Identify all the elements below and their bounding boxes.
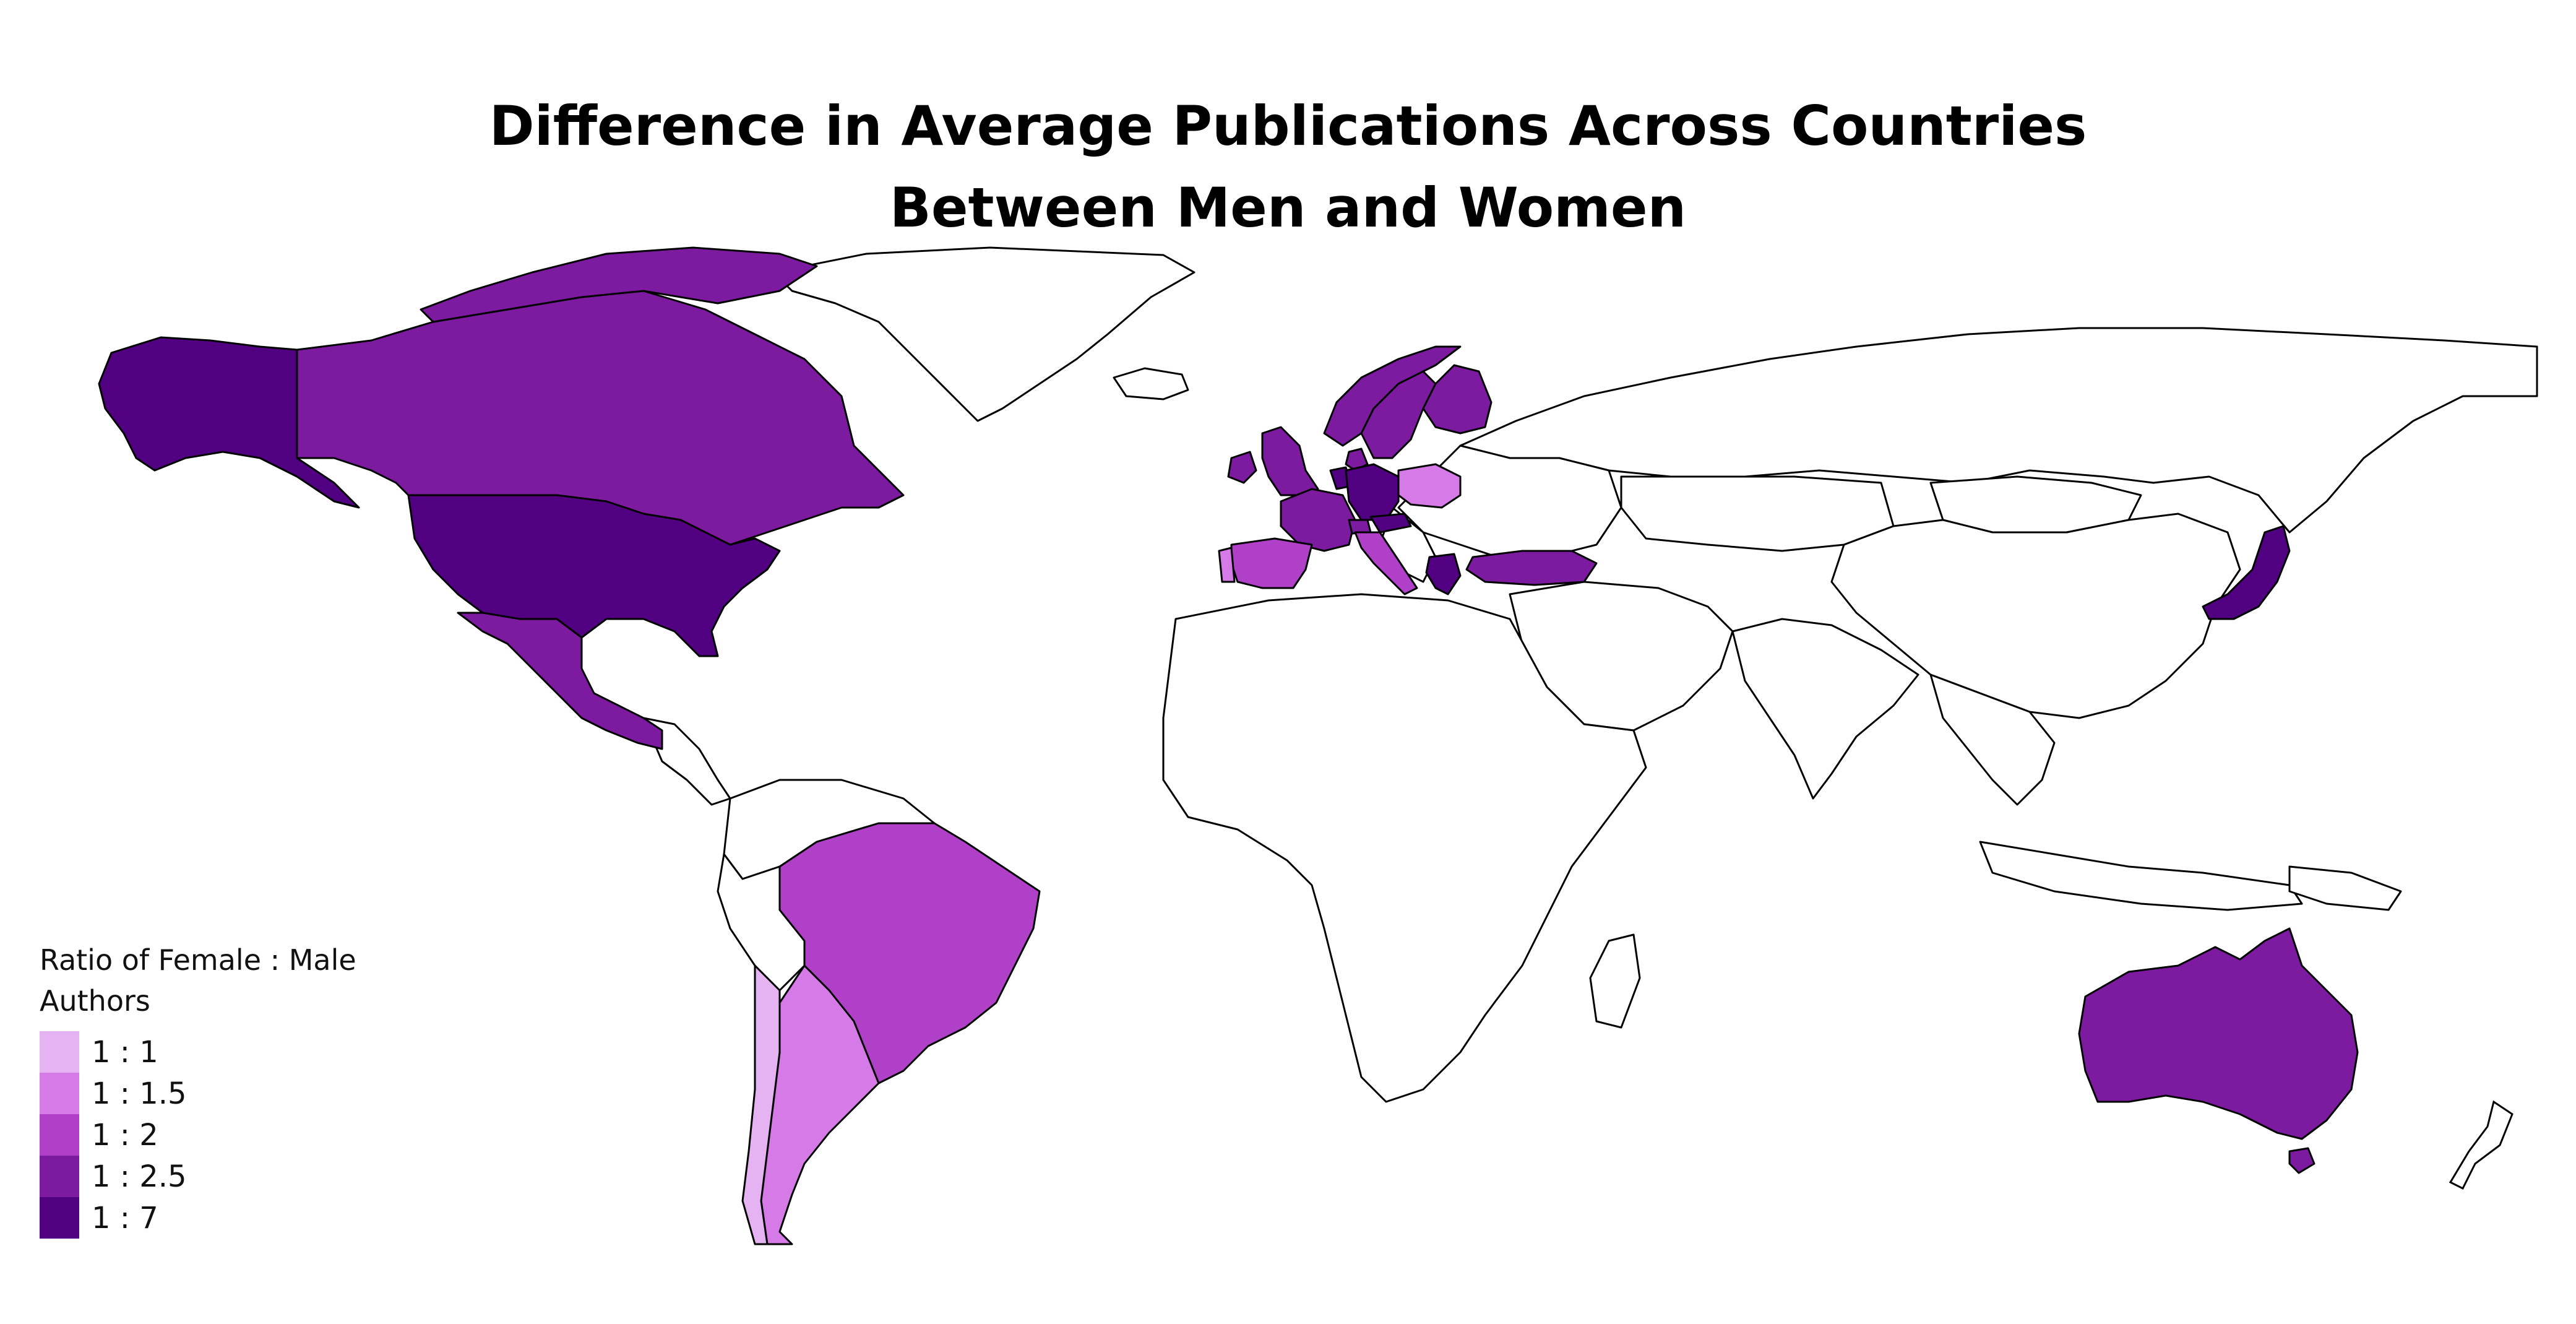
legend-item-1: 1 : 1.5 <box>40 1073 356 1114</box>
map-region-china <box>1830 513 2241 719</box>
map-region-poland <box>1397 463 1462 509</box>
map-region-turkey <box>1465 550 1598 586</box>
chart-title-line-2: Between Men and Women <box>889 176 1687 240</box>
map-region-chile <box>741 964 781 1245</box>
legend-item-4: 1 : 7 <box>40 1197 356 1239</box>
legend-swatch-1 <box>40 1073 79 1114</box>
map-region-france <box>1280 488 1356 552</box>
legend-swatch-0 <box>40 1031 79 1073</box>
map-region-tasmania <box>2288 1147 2315 1174</box>
legend-swatch-4 <box>40 1197 79 1239</box>
map-region-norway <box>1323 345 1462 447</box>
map-region-greece <box>1425 553 1462 595</box>
map-region-kazakhstan <box>1620 475 1895 552</box>
map-region-africa <box>1162 593 1647 1103</box>
map-region-australia <box>2078 927 2359 1140</box>
map-region-india <box>1731 618 1919 800</box>
map-region-alaska <box>98 336 360 509</box>
map-region-spain <box>1230 537 1313 589</box>
legend-swatch-2 <box>40 1114 79 1156</box>
legend-title-line-2: Authors <box>40 984 150 1018</box>
map-region-italy <box>1354 531 1418 595</box>
legend-label-0: 1 : 1 <box>92 1034 158 1070</box>
chart-title-line-1: Difference in Average Publications Acros… <box>489 94 2087 158</box>
map-region-indonesia <box>1979 841 2303 911</box>
legend-label-2: 1 : 2 <box>92 1117 158 1153</box>
map-region-png <box>2288 865 2402 911</box>
map-region-portugal <box>1218 547 1236 583</box>
map-region-iceland <box>1113 367 1189 400</box>
map-region-austria <box>1369 513 1412 534</box>
legend-swatch-3 <box>40 1156 79 1197</box>
legend: Ratio of Female : Male Authors 1 : 1 1 :… <box>40 940 356 1239</box>
map-region-southeast-asia <box>1929 673 2056 806</box>
map-region-canada-islands <box>420 246 818 323</box>
map-region-new-zealand <box>2449 1100 2514 1190</box>
legend-item-0: 1 : 1 <box>40 1031 356 1073</box>
legend-item-3: 1 : 2.5 <box>40 1156 356 1197</box>
map-region-germany <box>1345 463 1400 521</box>
map-region-greenland <box>772 246 1195 422</box>
map-region-japan <box>2202 525 2291 620</box>
legend-item-2: 1 : 2 <box>40 1114 356 1156</box>
map-region-ireland <box>1227 451 1257 484</box>
legend-label-3: 1 : 2.5 <box>92 1159 187 1194</box>
legend-title-line-1: Ratio of Female : Male <box>40 943 356 977</box>
map-region-russia <box>1459 327 2538 534</box>
map-region-mexico <box>457 612 663 750</box>
map-region-united-kingdom <box>1261 426 1319 496</box>
map-region-madagascar <box>1589 933 1641 1029</box>
legend-label-4: 1 : 7 <box>92 1200 158 1235</box>
legend-label-1: 1 : 1.5 <box>92 1076 187 1111</box>
map-region-finland <box>1422 364 1493 435</box>
